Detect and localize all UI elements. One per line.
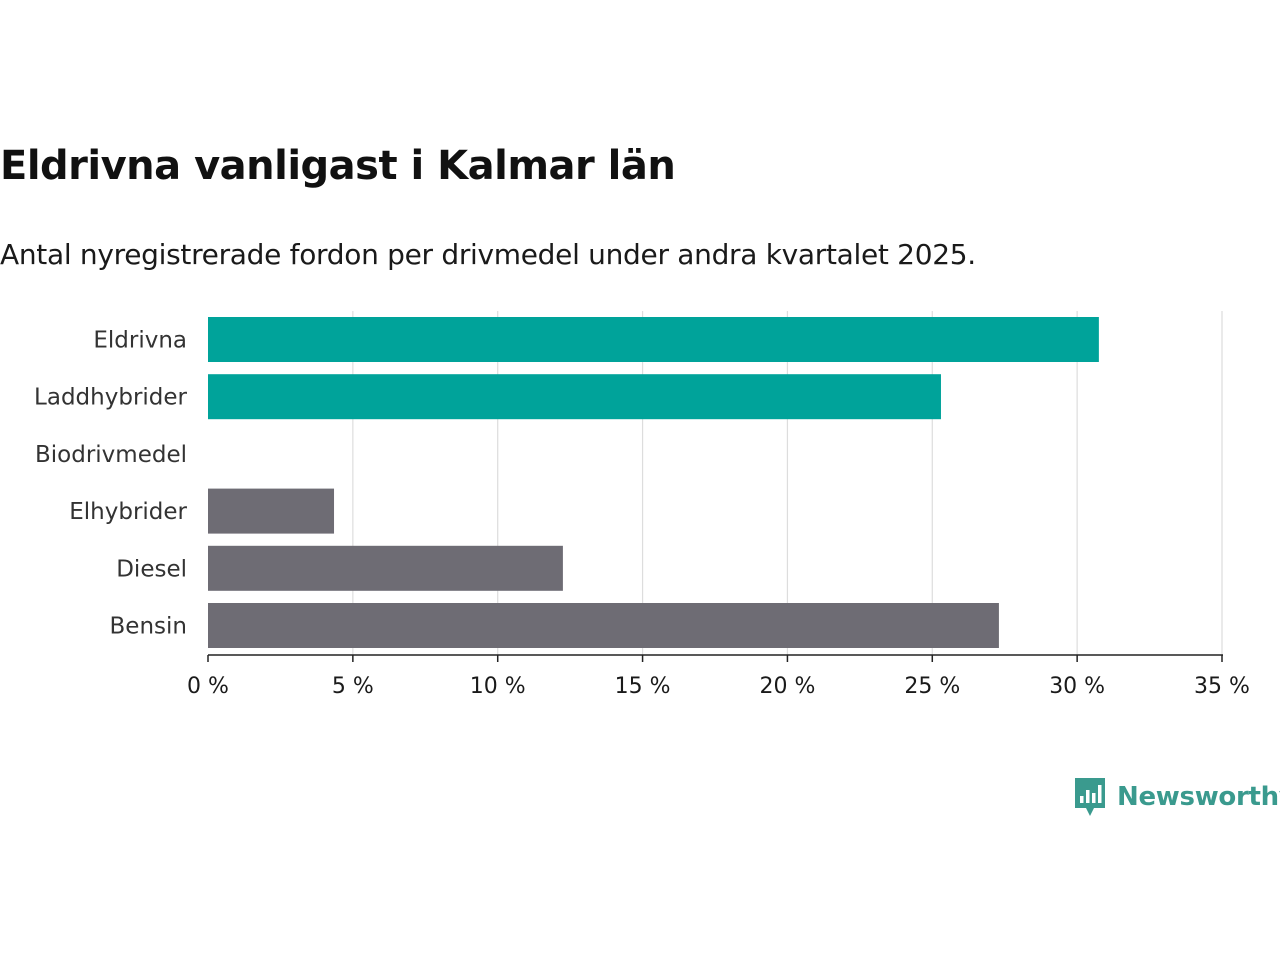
x-tick-label: 20 %: [759, 674, 815, 699]
x-tick-label: 25 %: [904, 674, 960, 699]
newsworthy-logo-icon: [1075, 778, 1105, 816]
bar: [208, 374, 941, 420]
x-tick-label: 30 %: [1049, 674, 1105, 699]
x-axis: 0 % 5 % 10 % 15 % 20 % 25 % 30 % 35 %: [187, 654, 1250, 699]
chart-title: Eldrivna vanligast i Kalmar län: [0, 143, 676, 189]
bar: [208, 488, 335, 534]
bar: [208, 545, 563, 591]
x-tick-label: 5 %: [332, 674, 374, 699]
newsworthy-logo: Newsworthy: [1073, 776, 1280, 818]
x-tick-label: 0 %: [187, 674, 229, 699]
category-label: Laddhybrider: [34, 385, 187, 411]
category-label: Biodrivmedel: [35, 442, 187, 468]
category-label: Elhybrider: [69, 499, 187, 525]
category-labels: Eldrivna Laddhybrider Biodrivmedel Elhybrid…: [34, 328, 187, 640]
x-tick-label: 15 %: [615, 674, 671, 699]
bars: [208, 317, 1099, 648]
x-tick-label: 10 %: [470, 674, 526, 699]
newsworthy-logo-text: Newsworthy: [1117, 782, 1280, 812]
category-label: Eldrivna: [93, 328, 187, 354]
grid-lines: [352, 311, 1223, 655]
chart-subtitle: Antal nyregistrerade fordon per drivmede…: [0, 238, 976, 271]
bar: [208, 317, 1099, 362]
category-label: Diesel: [116, 556, 187, 582]
x-tick-label: 35 %: [1194, 674, 1250, 699]
bar: [208, 603, 999, 648]
category-label: Bensin: [110, 614, 187, 640]
